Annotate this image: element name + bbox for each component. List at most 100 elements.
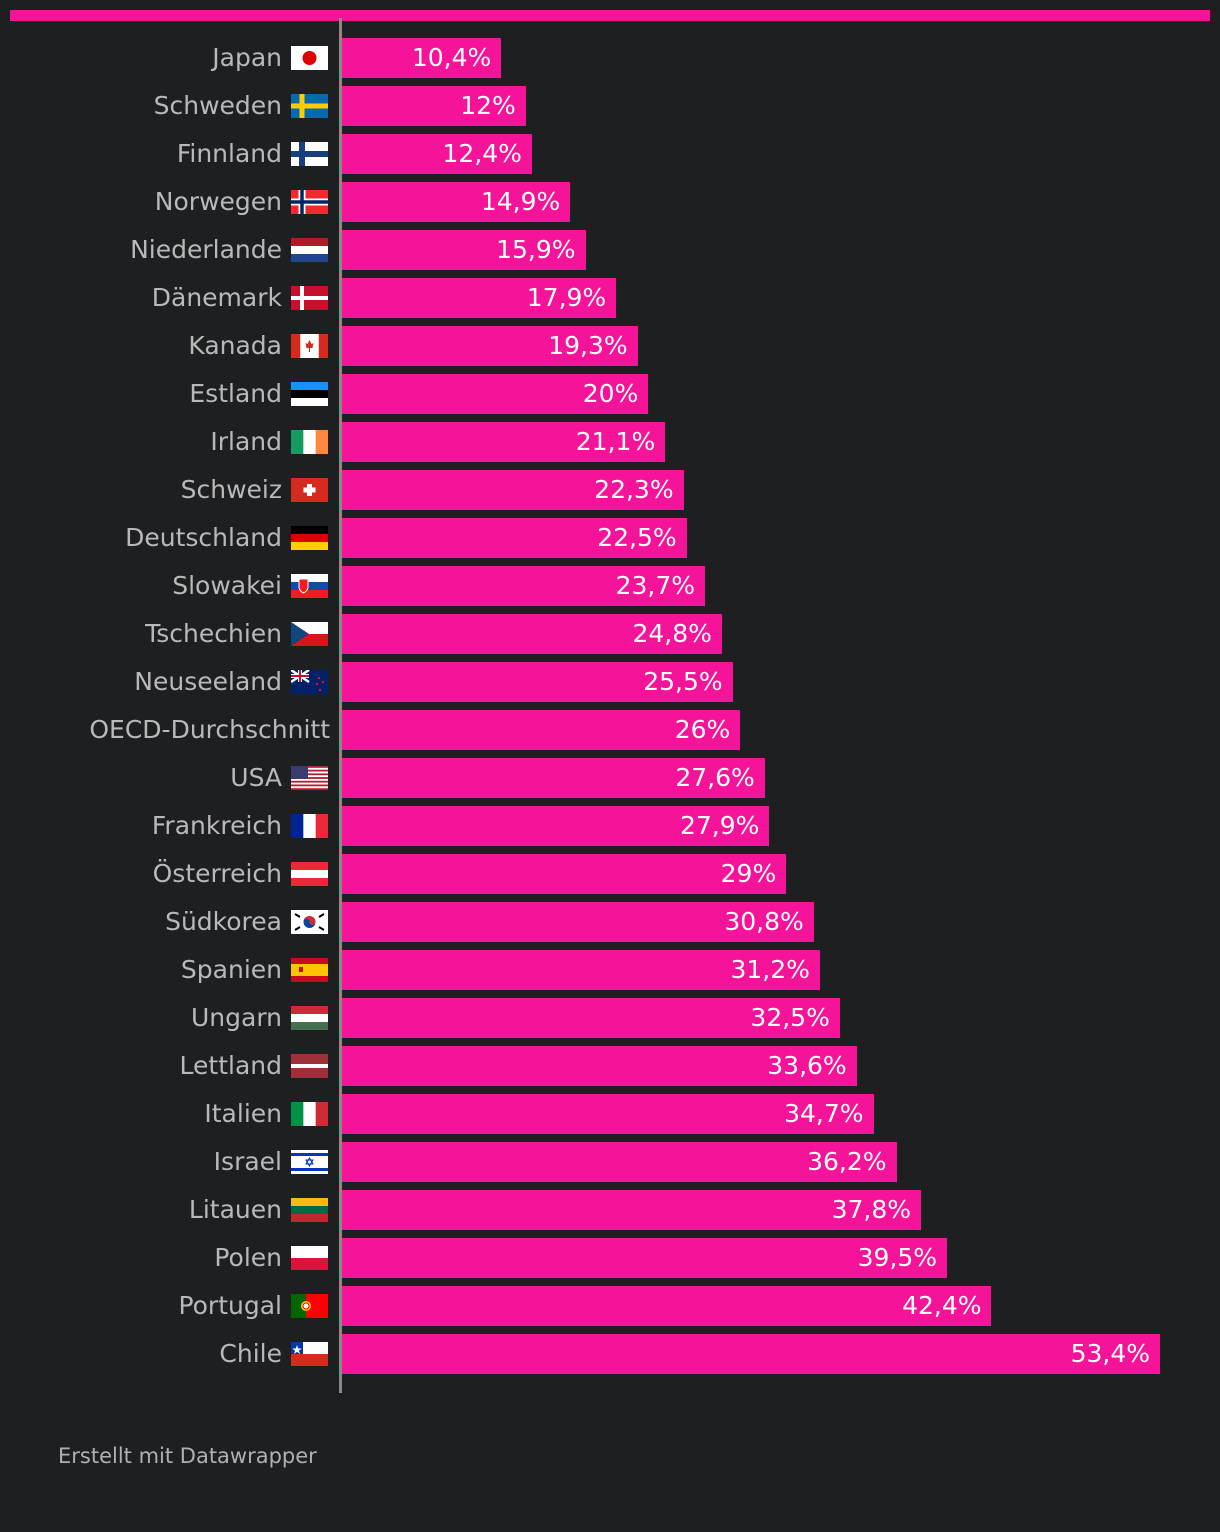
flag-denmark-icon: [291, 286, 328, 310]
category-label: Litauen: [188, 1195, 282, 1224]
bar-row: Chile 53,4%: [0, 1334, 1220, 1374]
bar: 12%: [342, 86, 526, 126]
bar-row: Italien 34,7%: [0, 1094, 1220, 1134]
flag-finland-icon: [291, 142, 328, 166]
data-label: 29%: [720, 859, 777, 888]
bar-row: Südkorea 30,8%: [0, 902, 1220, 942]
data-label: 22,5%: [597, 523, 677, 552]
flag-ireland-icon: [291, 430, 328, 454]
bar-row: Schweiz 22,3%: [0, 470, 1220, 510]
category-label: Italien: [204, 1099, 282, 1128]
data-label: 17,9%: [526, 283, 607, 312]
y-axis-line: [339, 18, 342, 1393]
flag-france-icon: [291, 814, 328, 838]
flag-estonia-icon: [291, 382, 328, 406]
category-label: Polen: [214, 1243, 282, 1272]
bar-row: Irland 21,1%: [0, 422, 1220, 462]
data-label: 53,4%: [1070, 1339, 1150, 1368]
bar: 42,4%: [342, 1286, 992, 1326]
flag-south-korea-icon: [291, 910, 328, 934]
bar-row: Estland 20%: [0, 374, 1220, 414]
bar-row: Tschechien 24,8%: [0, 614, 1220, 654]
bar: 34,7%: [342, 1094, 874, 1134]
bar-row: OECD-Durchschnitt 26%: [0, 710, 1220, 750]
category-label: Chile: [219, 1339, 282, 1368]
data-label: 31,2%: [730, 955, 810, 984]
bar-row: Dänemark 17,9%: [0, 278, 1220, 318]
flag-new-zealand-icon: [291, 670, 328, 694]
bar: 24,8%: [342, 614, 722, 654]
category-label: Norwegen: [154, 187, 282, 216]
data-label: 20%: [582, 379, 639, 408]
bar: 19,3%: [342, 326, 638, 366]
data-label: 39,5%: [857, 1243, 938, 1272]
category-label: Japan: [212, 43, 282, 72]
data-label: 12,4%: [442, 139, 522, 168]
category-label: USA: [230, 763, 282, 792]
flag-lithuania-icon: [291, 1198, 328, 1222]
bar: 14,9%: [342, 182, 571, 222]
category-label: Slowakei: [172, 571, 282, 600]
flag-poland-icon: [291, 1246, 328, 1270]
category-label: Südkorea: [165, 907, 282, 936]
data-label: 33,6%: [767, 1051, 847, 1080]
category-label: Tschechien: [145, 619, 282, 648]
bar-row: Lettland 33,6%: [0, 1046, 1220, 1086]
bar-row: Norwegen 14,9%: [0, 182, 1220, 222]
bar-row: Frankreich 27,9%: [0, 806, 1220, 846]
bar: 15,9%: [342, 230, 586, 270]
flag-canada-icon: [291, 334, 328, 358]
category-label: Lettland: [179, 1051, 282, 1080]
bar-row: Niederlande 15,9%: [0, 230, 1220, 270]
data-label: 30,8%: [724, 907, 804, 936]
bar: 21,1%: [342, 422, 666, 462]
flag-austria-icon: [291, 862, 328, 886]
flag-switzerland-icon: [291, 478, 328, 502]
bar-row: Ungarn 32,5%: [0, 998, 1220, 1038]
bar-row: Österreich 29%: [0, 854, 1220, 894]
data-label: 36,2%: [807, 1147, 887, 1176]
data-label: 32,5%: [750, 1003, 830, 1032]
data-label: 27,9%: [679, 811, 760, 840]
bar: 33,6%: [342, 1046, 857, 1086]
data-label: 24,8%: [632, 619, 712, 648]
category-label: Niederlande: [130, 235, 282, 264]
flag-italy-icon: [291, 1102, 328, 1126]
data-label: 15,9%: [496, 235, 576, 264]
bar: 37,8%: [342, 1190, 922, 1230]
data-label: 25,5%: [643, 667, 723, 696]
bar-row: Litauen 37,8%: [0, 1190, 1220, 1230]
flag-norway-icon: [291, 190, 328, 214]
bar: 27,6%: [342, 758, 765, 798]
bar: 27,9%: [342, 806, 770, 846]
data-label: 19,3%: [548, 331, 628, 360]
category-label: Kanada: [188, 331, 282, 360]
category-label: Frankreich: [151, 811, 282, 840]
flag-spain-icon: [291, 958, 328, 982]
bar-row: Portugal 42,4%: [0, 1286, 1220, 1326]
category-label: Deutschland: [125, 523, 282, 552]
data-label: 23,7%: [615, 571, 696, 600]
bar-row: USA 27,6%: [0, 758, 1220, 798]
bar-row: Japan 10,4%: [0, 38, 1220, 78]
data-label: 21,1%: [575, 427, 656, 456]
bar-row: Israel 36,2%: [0, 1142, 1220, 1182]
flag-germany-icon: [291, 526, 328, 550]
bar-row: Spanien 31,2%: [0, 950, 1220, 990]
bar: 26%: [342, 710, 741, 750]
bar: 39,5%: [342, 1238, 948, 1278]
data-label: 27,6%: [675, 763, 755, 792]
bar-row: Neuseeland 25,5%: [0, 662, 1220, 702]
flag-latvia-icon: [291, 1054, 328, 1078]
data-label: 12%: [460, 91, 516, 120]
flag-netherlands-icon: [291, 238, 328, 262]
bar-row: Finnland 12,4%: [0, 134, 1220, 174]
footer-credit: Erstellt mit Datawrapper: [58, 1444, 317, 1468]
top-accent-bar: [10, 10, 1210, 21]
bar: 23,7%: [342, 566, 706, 606]
bar: 36,2%: [342, 1142, 897, 1182]
data-label: 42,4%: [902, 1291, 982, 1320]
bar: 22,3%: [342, 470, 684, 510]
data-label: 14,9%: [480, 187, 561, 216]
bar-row: Polen 39,5%: [0, 1238, 1220, 1278]
